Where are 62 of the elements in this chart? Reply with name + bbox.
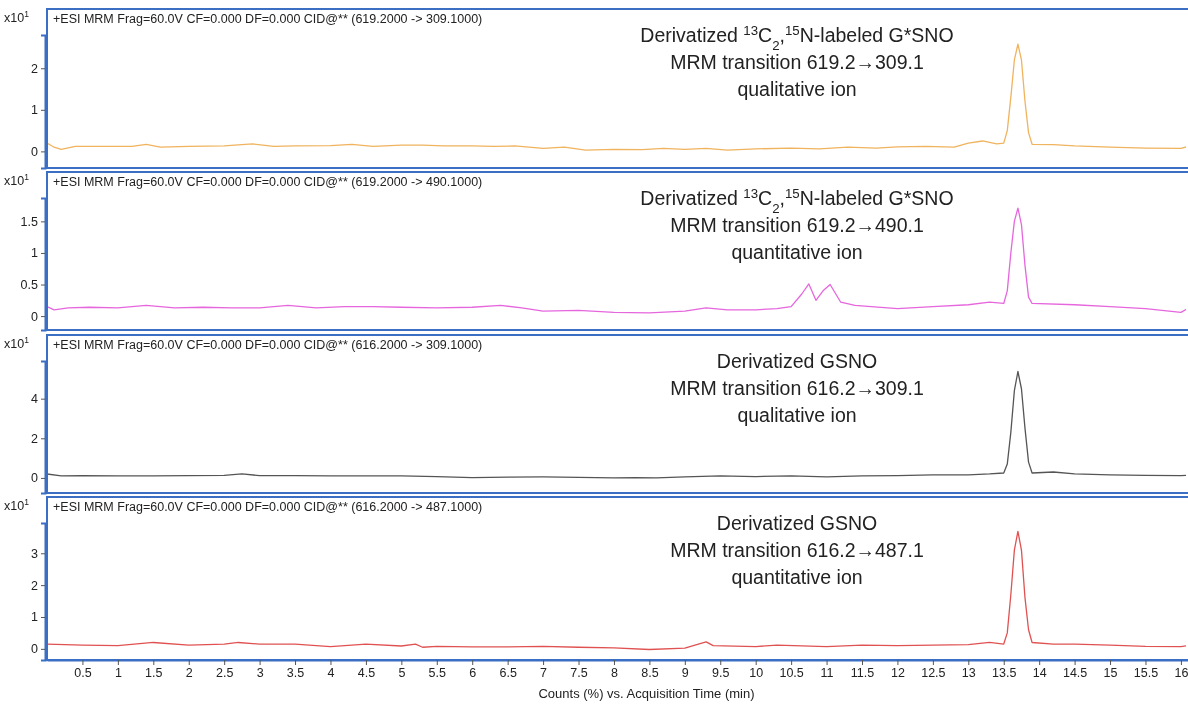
x-tick-label: 10.5 <box>779 665 804 680</box>
x-tick-label: 6 <box>469 665 477 680</box>
y-axis-title: x10$^{1}$ <box>4 9 30 25</box>
x-tick-label: 3.5 <box>286 665 305 680</box>
y-tick-label: 3 <box>31 546 39 561</box>
y-tick-label: 0 <box>31 642 39 657</box>
x-tick-label: 5.5 <box>428 665 447 680</box>
x-tick-label: 12 <box>890 665 905 680</box>
y-tick-label: 0 <box>31 309 39 324</box>
y-tick-label: 4 <box>31 392 39 407</box>
line-series <box>47 370 1186 479</box>
x-tick-label: 12.5 <box>921 665 946 680</box>
x-tick-label: 8 <box>610 665 618 680</box>
x-tick-label: 13.5 <box>992 665 1017 680</box>
x-tick-label: 13 <box>961 665 976 680</box>
text: Derivatized $^{13}$C$_{2}$,$^{15}$N-labeled G*SNO MRM transition 619.2→490.1 quantitative ion <box>640 185 954 263</box>
y-tick-label: 0.5 <box>20 278 39 293</box>
x-tick-label: 15 <box>1103 665 1118 680</box>
y-tick-label: 2 <box>31 431 39 446</box>
y-tick-label: 1 <box>31 610 39 625</box>
x-tick-label: 15.5 <box>1133 665 1159 680</box>
y-tick-label: 2 <box>31 578 39 593</box>
chart-title: +ESI MRM Frag=60.0V CF=0.000 DF=0.000 CID@** (616.2000 -> 487.1000) <box>53 500 483 514</box>
x-tick-label: 14.5 <box>1062 665 1088 680</box>
y-axis-title: x10$^{1}$ <box>4 172 30 188</box>
x-tick-label: 6.5 <box>499 665 517 680</box>
x-tick-label: 9.5 <box>712 665 730 680</box>
x-tick-label: 4.5 <box>357 665 376 680</box>
y-tick-label: 1 <box>31 103 39 118</box>
annotation: Derivatized GSNO MRM transition 616.2→487.1 quantitative ion <box>670 512 924 588</box>
x-tick-label: 2 <box>185 665 193 680</box>
x-tick-label: 7 <box>540 665 548 680</box>
x-tick-label: 11 <box>820 665 834 680</box>
x-tick-label: 5 <box>398 665 406 680</box>
line-series <box>47 43 1186 151</box>
y-tick-label: 0 <box>31 144 39 159</box>
y-axis-title: x10$^{1}$ <box>4 335 30 351</box>
y-axis-title: x10$^{1}$ <box>4 497 30 513</box>
x-tick-label: 7.5 <box>570 665 588 680</box>
y-tick-label: 1 <box>31 246 39 261</box>
x-tick-label: 4 <box>327 665 335 680</box>
x-tick-label: 0.5 <box>74 665 92 680</box>
y-tick-label: 2 <box>31 61 39 76</box>
chart-title: +ESI MRM Frag=60.0V CF=0.000 DF=0.000 CID@** (619.2000 -> 490.1000) <box>53 175 483 189</box>
x-tick-label: 1.5 <box>145 665 163 680</box>
x-tick-label: 11.5 <box>850 665 875 680</box>
x-tick-label: 3 <box>256 665 264 680</box>
x-tick-label: 2.5 <box>215 665 234 680</box>
annotation: Derivatized GSNO MRM transition 616.2→309.1 qualitative ion <box>670 350 924 426</box>
chart-title: +ESI MRM Frag=60.0V CF=0.000 DF=0.000 CID@** (616.2000 -> 309.1000) <box>53 338 483 352</box>
x-tick-label: 9 <box>681 665 689 680</box>
y-tick-label: 1.5 <box>20 214 39 229</box>
x-tick-label: 8.5 <box>641 665 659 680</box>
line-series <box>47 530 1186 651</box>
x-tick-label: 1 <box>114 665 122 680</box>
x-tick-label: 14 <box>1032 665 1047 680</box>
x-axis-title: Counts (%) vs. Acquisition Time (min) <box>538 686 755 701</box>
y-tick-label: 0 <box>31 471 39 486</box>
chart-title: +ESI MRM Frag=60.0V CF=0.000 DF=0.000 CID@** (619.2000 -> 309.1000) <box>53 12 483 26</box>
x-tick-label: 10 <box>749 665 764 680</box>
text: Derivatized $^{13}$C$_{2}$,$^{15}$N-labeled G*SNO MRM transition 619.2→309.1 qualitative ion <box>640 22 954 100</box>
x-tick-label: 16 <box>1174 665 1188 680</box>
